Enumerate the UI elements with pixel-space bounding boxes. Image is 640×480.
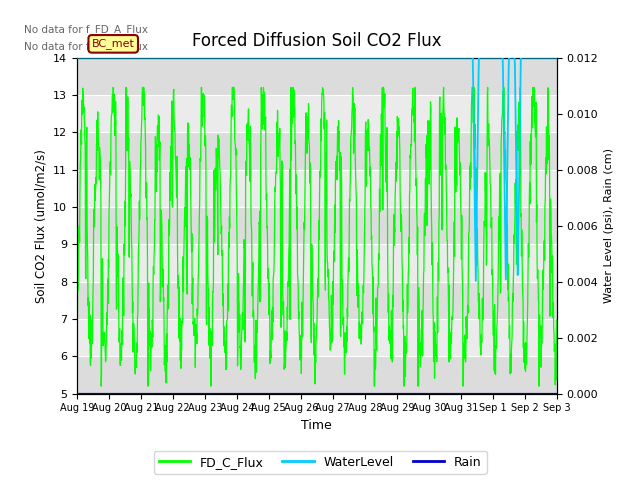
Legend: FD_C_Flux, WaterLevel, Rain: FD_C_Flux, WaterLevel, Rain — [154, 451, 486, 474]
Bar — [77, 207, 557, 244]
Bar — [77, 282, 557, 319]
Bar — [77, 58, 557, 95]
Y-axis label: Water Level (psi), Rain (cm): Water Level (psi), Rain (cm) — [604, 148, 614, 303]
Title: Forced Diffusion Soil CO2 Flux: Forced Diffusion Soil CO2 Flux — [192, 33, 442, 50]
Text: No data for f_FD_A_Flux: No data for f_FD_A_Flux — [24, 24, 148, 35]
Y-axis label: Soil CO2 Flux (umol/m2/s): Soil CO2 Flux (umol/m2/s) — [35, 149, 47, 302]
Bar — [77, 132, 557, 169]
Bar — [77, 356, 557, 394]
Bar — [77, 169, 557, 207]
Bar — [77, 244, 557, 282]
Bar — [77, 319, 557, 356]
Bar — [77, 95, 557, 132]
Text: No data for f_FD_B_Flux: No data for f_FD_B_Flux — [24, 41, 148, 52]
Text: BC_met: BC_met — [92, 38, 134, 49]
X-axis label: Time: Time — [301, 419, 332, 432]
